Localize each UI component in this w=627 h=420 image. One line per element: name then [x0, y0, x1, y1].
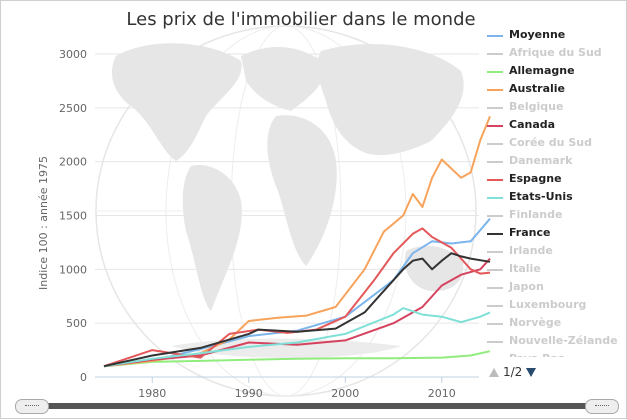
x-tick-label: 2000	[331, 387, 359, 400]
legend-line-icon	[487, 287, 503, 289]
legend-item[interactable]: Moyenne	[487, 27, 627, 45]
chart-title: Les prix de l'immobilier dans le monde	[126, 9, 476, 30]
legend-line-icon	[487, 251, 503, 253]
legend-item[interactable]: Afrique du Sud	[487, 45, 627, 63]
legend-item[interactable]: Allemagne	[487, 63, 627, 81]
legend-line-icon	[487, 161, 503, 163]
legend-line-icon	[487, 233, 503, 235]
y-tick-label: 2000	[59, 156, 87, 169]
y-axis-ticks: 0 500 1000 1500 2000 2500 3000	[59, 48, 87, 384]
legend-line-icon	[487, 89, 503, 91]
legend-label: Irlande	[509, 244, 553, 257]
legend-item[interactable]: Etats-Unis	[487, 189, 627, 207]
legend-label: Espagne	[509, 172, 562, 185]
legend-line-icon	[487, 179, 503, 181]
legend-line-icon	[487, 323, 503, 325]
legend-item[interactable]: Japon	[487, 279, 627, 297]
legend-label: Corée du Sud	[509, 136, 592, 149]
legend-label: Italie	[509, 262, 541, 275]
legend-item[interactable]: Finlande	[487, 207, 627, 225]
navigator-scrollbar[interactable]	[15, 399, 619, 414]
x-tick-label: 1990	[235, 387, 263, 400]
legend-label: Afrique du Sud	[509, 46, 602, 59]
legend-label: France	[509, 226, 551, 239]
legend-item[interactable]: France	[487, 225, 627, 243]
legend-item[interactable]: Canada	[487, 117, 627, 135]
legend-label: Australie	[509, 82, 565, 95]
y-tick-label: 2500	[59, 102, 87, 115]
legend-item[interactable]: Pays-Bas	[487, 351, 627, 357]
legend-page-down-icon[interactable]	[526, 368, 537, 377]
series-line-2[interactable]	[103, 350, 491, 368]
legend-label: Canada	[509, 118, 556, 131]
y-tick-label: 0	[80, 371, 87, 384]
legend-label: Allemagne	[509, 64, 575, 77]
series-lines	[103, 116, 491, 368]
y-tick-label: 3000	[59, 48, 87, 61]
legend-item[interactable]: Nouvelle-Zélande	[487, 333, 627, 351]
x-axis-ticks: 1980 1990 2000 2010	[138, 387, 456, 400]
legend-line-icon	[487, 35, 503, 37]
legend-label: Moyenne	[509, 28, 566, 41]
y-axis-label: Indice 100 : année 1975	[37, 156, 50, 290]
y-gridlines	[95, 53, 479, 324]
legend-page-indicator: 1/2	[503, 365, 523, 379]
legend: Moyenne Afrique du Sud Allemagne Australie B…	[487, 27, 627, 357]
legend-label: Luxembourg	[509, 298, 587, 311]
legend-item[interactable]: Corée du Sud	[487, 135, 627, 153]
legend-page-up-icon[interactable]	[489, 368, 499, 377]
legend-item[interactable]: Australie	[487, 81, 627, 99]
legend-item[interactable]: Italie	[487, 261, 627, 279]
legend-line-icon	[487, 305, 503, 307]
x-axis-tickmarks	[151, 377, 443, 383]
legend-item[interactable]: Belgique	[487, 99, 627, 117]
legend-line-icon	[487, 143, 503, 145]
legend-pager: 1/2	[489, 365, 537, 379]
legend-label: Pays-Bas	[509, 352, 565, 357]
series-line-11[interactable]	[103, 252, 491, 368]
legend-label: Danemark	[509, 154, 573, 167]
legend-line-icon	[487, 71, 503, 73]
legend-item[interactable]: Luxembourg	[487, 297, 627, 315]
legend-line-icon	[487, 197, 503, 199]
legend-line-icon	[487, 53, 503, 55]
legend-line-icon	[487, 215, 503, 217]
scrollbar-left-handle[interactable]	[15, 399, 49, 414]
series-line-0[interactable]	[103, 218, 491, 368]
legend-label: Norvège	[509, 316, 562, 329]
x-tick-label: 2010	[428, 387, 456, 400]
series-line-9[interactable]	[103, 307, 491, 368]
scrollbar-track[interactable]	[15, 403, 617, 409]
legend-item[interactable]: Espagne	[487, 171, 627, 189]
legend-line-icon	[487, 125, 503, 127]
legend-line-icon	[487, 341, 503, 343]
legend-label: Nouvelle-Zélande	[509, 334, 618, 347]
y-tick-label: 1500	[59, 210, 87, 223]
legend-label: Finlande	[509, 208, 563, 221]
world-map-background	[95, 25, 477, 397]
legend-item[interactable]: Danemark	[487, 153, 627, 171]
legend-label: Etats-Unis	[509, 190, 573, 203]
legend-label: Belgique	[509, 100, 564, 113]
legend-item[interactable]: Irlande	[487, 243, 627, 261]
legend-item[interactable]: Norvège	[487, 315, 627, 333]
y-tick-label: 1000	[59, 263, 87, 276]
legend-line-icon	[487, 269, 503, 271]
legend-line-icon	[487, 107, 503, 109]
y-tick-label: 500	[66, 317, 87, 330]
legend-label: Japon	[509, 280, 544, 293]
x-tick-label: 1980	[138, 387, 166, 400]
scrollbar-right-handle[interactable]	[585, 399, 619, 414]
